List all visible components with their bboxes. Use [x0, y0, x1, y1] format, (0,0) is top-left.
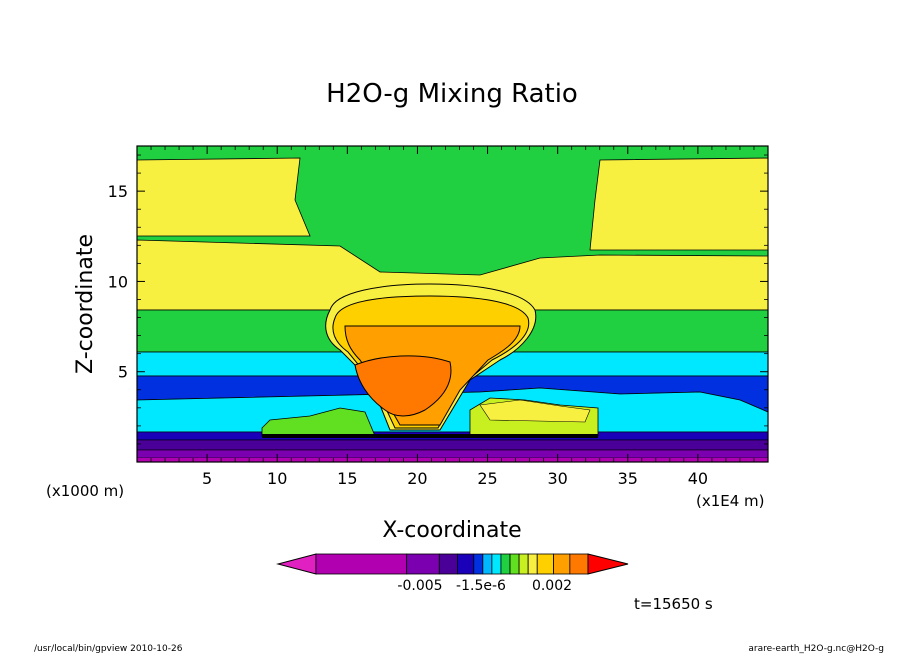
- band-yellow-upper-left: [137, 157, 311, 237]
- x-tick-label: 20: [407, 469, 427, 488]
- x-tick-label: 25: [477, 469, 497, 488]
- band-purple: [137, 439, 768, 451]
- colorbar-swatch: [509, 553, 520, 575]
- colorbar-max-arrow: [587, 553, 629, 575]
- colorbar-label: 0.002: [532, 578, 572, 594]
- footer-left: /usr/local/bin/gpview 2010-10-26: [34, 644, 183, 654]
- plot-area: [137, 146, 768, 462]
- band-magenta-surface: [137, 458, 768, 462]
- colorbar-swatch: [527, 553, 538, 575]
- x-axis-label: X-coordinate: [382, 518, 521, 543]
- colorbar-swatch: [406, 553, 440, 575]
- footer-right: arare-earth_H2O-g.nc@H2O-g: [748, 644, 884, 654]
- y-tick-label: 5: [118, 363, 128, 382]
- colorbar-label: -0.005: [397, 578, 442, 594]
- y-unit-label: (x1000 m): [46, 482, 124, 500]
- x-tick-label: 10: [267, 469, 287, 488]
- band-violet: [137, 449, 768, 459]
- x-ticks: 5 10 15 20 25 30 35 40: [150, 146, 755, 488]
- colorbar-labels: -0.005 -1.5e-6 0.002: [397, 578, 572, 594]
- y-ticks: 5 10 15: [108, 154, 768, 445]
- colorbar-min-arrow: [276, 553, 317, 575]
- colorbar-swatch: [569, 553, 589, 575]
- colorbar: [276, 553, 629, 575]
- ground-dark-line: [262, 434, 598, 438]
- x-tick-label: 35: [618, 469, 638, 488]
- x-tick-label: 15: [337, 469, 357, 488]
- y-axis-label: Z-coordinate: [73, 234, 98, 374]
- cloud-core-orange: [354, 355, 452, 417]
- turbulent-yellow-right: [479, 399, 591, 423]
- chart-title: H2O-g Mixing Ratio: [326, 79, 578, 109]
- x-tick-label: 30: [547, 469, 567, 488]
- colorbar-swatch: [553, 553, 571, 575]
- colorbar-swatch: [491, 553, 502, 575]
- colorbar-swatch: [438, 553, 458, 575]
- y-tick-label: 15: [108, 182, 128, 201]
- x-tick-label: 5: [202, 469, 212, 488]
- colorbar-swatch: [500, 553, 511, 575]
- colorbar-swatch: [536, 553, 554, 575]
- time-label: t=15650 s: [634, 595, 713, 613]
- plot-frame: [136, 145, 769, 463]
- colorbar-swatch: [482, 553, 493, 575]
- y-tick-label: 10: [108, 272, 128, 291]
- colorbar-label: -1.5e-6: [456, 578, 506, 594]
- colorbar-swatch: [315, 553, 408, 575]
- colorbar-swatch: [457, 553, 475, 575]
- colorbar-swatch: [473, 553, 484, 575]
- x-tick-label: 40: [688, 469, 708, 488]
- x-unit-label: (x1E4 m): [696, 492, 765, 510]
- band-yellow-upper-right: [589, 157, 768, 251]
- colorbar-swatch: [518, 553, 529, 575]
